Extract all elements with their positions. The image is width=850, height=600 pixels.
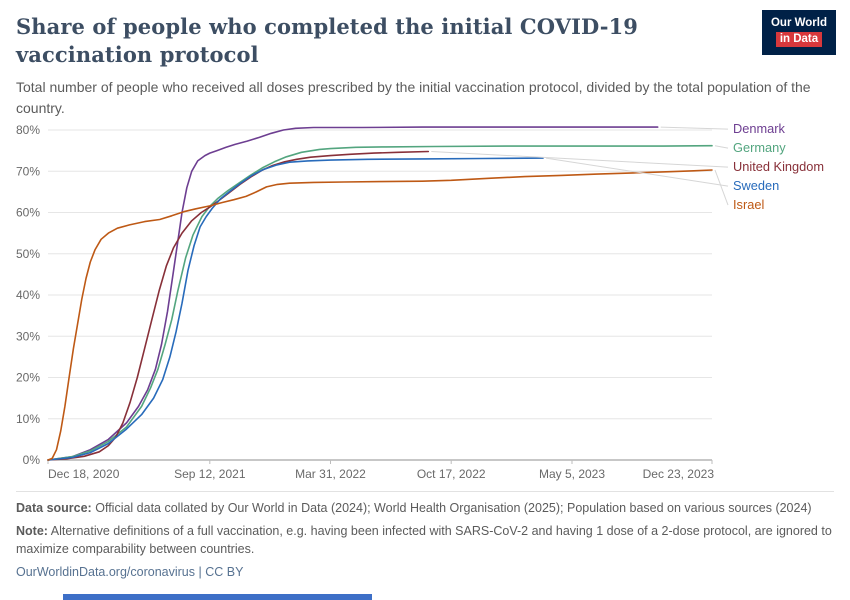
legend-label-germany[interactable]: Germany	[733, 140, 786, 155]
owid-logo-line1: Our World	[770, 17, 827, 29]
chart-footer: Data source: Official data collated by O…	[16, 491, 834, 582]
x-axis-tick-label: May 5, 2023	[539, 467, 605, 481]
y-axis-tick-label: 40%	[16, 288, 40, 302]
series-line-sweden	[47, 157, 544, 461]
legend-connector-germany	[714, 145, 729, 149]
legend-connector-united-kingdom	[431, 151, 729, 168]
chart-subtitle: Total number of people who received all …	[16, 79, 811, 116]
note-row: Note: Alternative definitions of a full …	[16, 523, 834, 559]
data-source-label: Data source:	[16, 501, 92, 515]
series-line-israel	[47, 169, 713, 461]
x-axis-tick-label: Dec 18, 2020	[48, 467, 120, 481]
x-axis-tick-label: Dec 23, 2023	[643, 467, 715, 481]
y-axis-tick-label: 0%	[23, 453, 41, 467]
series-line-denmark	[47, 126, 659, 461]
note-text: Alternative definitions of a full vaccin…	[16, 523, 832, 556]
line-chart: 0% 10% 20% 30% 40% 50% 60% 70% 80% Dec 18, 2020 Se…	[16, 121, 824, 481]
x-axis-tick-label: Mar 31, 2022	[295, 467, 366, 481]
y-axis-tick-label: 20%	[16, 371, 40, 385]
y-axis-tick-label: 60%	[16, 206, 40, 220]
series-line-united-kingdom	[47, 150, 430, 461]
bottom-blue-bar	[63, 594, 372, 600]
page-title: Share of people who completed the initia…	[16, 14, 638, 67]
y-axis-tick-label: 30%	[16, 329, 40, 343]
series-line-germany	[47, 144, 713, 461]
owid-logo[interactable]: Our World in Data	[761, 10, 836, 56]
legend-connector-israel	[714, 169, 729, 206]
data-source-text: Official data collated by Our World in D…	[95, 501, 812, 515]
owid-link[interactable]: OurWorldinData.org/coronavirus | CC BY	[16, 565, 244, 580]
x-axis-tick-label: Oct 17, 2022	[417, 467, 486, 481]
legend-label-united-kingdom[interactable]: United Kingdom	[733, 159, 824, 174]
legend-connector-denmark	[660, 126, 729, 130]
y-axis-tick-label: 10%	[16, 412, 40, 426]
data-source-row: Data source: Official data collated by O…	[16, 500, 834, 518]
chart-header: Share of people who completed the initia…	[16, 13, 836, 118]
y-axis-tick-label: 50%	[16, 247, 40, 261]
y-axis-tick-label: 80%	[16, 123, 40, 137]
legend-label-denmark[interactable]: Denmark	[733, 121, 786, 136]
legend-label-sweden[interactable]: Sweden	[733, 178, 779, 193]
legend-connector-sweden	[545, 157, 729, 187]
owid-logo-line2: in Data	[775, 32, 823, 48]
legend-label-israel[interactable]: Israel	[733, 197, 764, 212]
y-axis-tick-label: 70%	[16, 164, 40, 178]
x-axis-tick-label: Sep 12, 2021	[174, 467, 246, 481]
note-label: Note:	[16, 523, 48, 538]
